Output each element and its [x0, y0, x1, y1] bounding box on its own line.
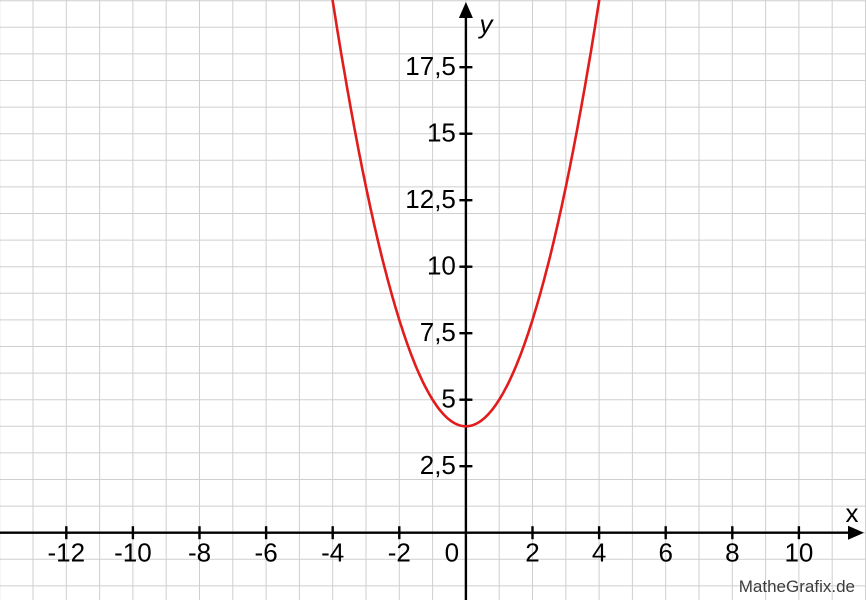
- svg-text:12,5: 12,5: [405, 184, 456, 214]
- svg-text:7,5: 7,5: [420, 317, 456, 347]
- svg-text:2,5: 2,5: [420, 450, 456, 480]
- svg-text:2: 2: [525, 538, 539, 568]
- svg-text:-4: -4: [321, 538, 344, 568]
- svg-text:-12: -12: [48, 538, 86, 568]
- svg-text:-6: -6: [255, 538, 278, 568]
- svg-text:-2: -2: [388, 538, 411, 568]
- svg-text:0: 0: [445, 538, 459, 568]
- svg-text:10: 10: [784, 538, 813, 568]
- svg-text:15: 15: [427, 118, 456, 148]
- svg-text:5: 5: [441, 384, 455, 414]
- svg-text:10: 10: [427, 251, 456, 281]
- svg-text:6: 6: [658, 538, 672, 568]
- svg-text:-10: -10: [114, 538, 152, 568]
- svg-text:-8: -8: [188, 538, 211, 568]
- svg-text:x: x: [846, 498, 859, 528]
- svg-text:4: 4: [592, 538, 606, 568]
- svg-text:17,5: 17,5: [405, 51, 456, 81]
- svg-text:y: y: [478, 9, 495, 39]
- svg-text:MatheGrafix.de: MatheGrafix.de: [739, 577, 855, 596]
- svg-text:8: 8: [725, 538, 739, 568]
